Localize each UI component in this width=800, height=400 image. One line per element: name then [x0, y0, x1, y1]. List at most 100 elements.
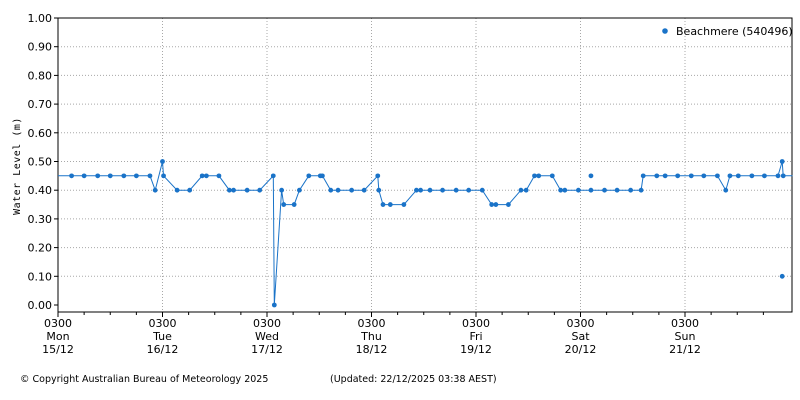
- data-point: [121, 173, 127, 179]
- data-point: [779, 159, 785, 164]
- data-point: [640, 173, 646, 179]
- data-point: [257, 187, 263, 193]
- data-point: [775, 173, 781, 179]
- data-point: [701, 173, 707, 179]
- x-tick-label: 0300: [567, 317, 595, 330]
- x-tick-label: 18/12: [356, 343, 388, 356]
- x-tick-label: 0300: [462, 317, 490, 330]
- plot-frame: [57, 17, 793, 313]
- data-point: [270, 173, 276, 179]
- data-point: [518, 187, 524, 193]
- y-tick-label: 0.10: [28, 270, 53, 283]
- x-tick-label: Thu: [360, 330, 382, 343]
- data-point: [588, 187, 594, 193]
- data-point: [380, 202, 386, 207]
- legend-label-beachmere: Beachmere (540496): [676, 25, 793, 38]
- x-tick-label: 17/12: [251, 343, 283, 356]
- data-point: [576, 187, 581, 193]
- x-tick-label: Fri: [469, 330, 482, 343]
- y-tick-label: 0.00: [28, 299, 53, 312]
- data-point: [414, 187, 419, 193]
- y-axis-label: Water Level (m): [12, 117, 23, 215]
- data-point: [291, 202, 297, 207]
- data-point: [375, 173, 381, 179]
- y-axis: 0.00 0.10 0.20 0.30 0.40 0.50 0.60 0.70 0.80 0.90…: [28, 12, 58, 312]
- x-tick-label: 0300: [149, 317, 177, 330]
- data-point: [688, 173, 694, 179]
- data-point: [675, 173, 681, 179]
- data-point: [714, 173, 720, 179]
- x-tick-label: Sat: [571, 330, 590, 343]
- data-point: [727, 173, 733, 179]
- data-point: [271, 302, 277, 308]
- data-point: [723, 187, 729, 193]
- data-point: [602, 187, 607, 193]
- x-tick-label: 0300: [671, 317, 699, 330]
- x-tick-label: 19/12: [460, 343, 492, 356]
- data-point: [749, 173, 755, 179]
- x-tick-label: Wed: [255, 330, 279, 343]
- x-tick-label: Tue: [152, 330, 172, 343]
- data-point: [279, 187, 285, 193]
- y-tick-label: 1.00: [28, 12, 53, 25]
- y-tick-label: 0.40: [28, 184, 53, 197]
- legend: Beachmere (540496): [662, 25, 793, 38]
- data-point: [735, 173, 741, 179]
- y-tick-label: 0.90: [28, 41, 53, 54]
- data-point: [440, 187, 445, 193]
- data-point: [466, 187, 472, 193]
- chart-grid: [58, 18, 792, 312]
- data-point: [281, 202, 287, 207]
- x-axis: 0300Mon15/120300Tue16/120300Wed17/120300…: [42, 312, 764, 356]
- data-point: [133, 173, 139, 179]
- data-point: [479, 187, 485, 193]
- data-point: [401, 202, 407, 207]
- data-point: [160, 159, 165, 164]
- data-point: [523, 187, 529, 193]
- data-point: [81, 173, 87, 179]
- data-point: [489, 202, 495, 207]
- data-point: [453, 187, 459, 193]
- y-tick-label: 0.60: [28, 127, 53, 140]
- data-point: [558, 187, 564, 193]
- data-point: [107, 173, 113, 179]
- data-point: [549, 173, 555, 179]
- data-point: [562, 187, 568, 193]
- data-point: [654, 173, 660, 179]
- x-tick-label: 0300: [253, 317, 281, 330]
- y-tick-label: 0.20: [28, 242, 53, 255]
- data-point: [161, 173, 166, 179]
- data-point: [174, 187, 180, 193]
- data-point: [762, 173, 767, 179]
- data-point: [387, 202, 393, 207]
- data-point: [147, 173, 153, 179]
- data-point: [226, 187, 232, 193]
- x-tick-label: 15/12: [42, 343, 74, 356]
- x-tick-label: 21/12: [669, 343, 701, 356]
- data-point: [532, 173, 537, 179]
- data-point: [493, 202, 499, 207]
- data-point: [95, 173, 101, 179]
- data-point: [349, 187, 355, 193]
- data-point-isolated: [588, 173, 594, 179]
- x-tick-label: Mon: [46, 330, 69, 343]
- x-tick-label: 0300: [358, 317, 386, 330]
- data-point: [361, 187, 367, 193]
- data-point: [216, 173, 222, 179]
- data-point: [638, 187, 644, 193]
- data-point: [231, 187, 236, 193]
- copyright-text: © Copyright Australian Bureau of Meteoro…: [20, 374, 269, 385]
- data-point: [199, 173, 205, 179]
- data-point: [662, 173, 668, 179]
- data-point: [296, 187, 302, 193]
- updated-timestamp: (Updated: 22/12/2025 03:38 AEST): [330, 374, 497, 385]
- data-point: [203, 173, 209, 179]
- data-point: [536, 173, 542, 179]
- x-tick-label: 16/12: [147, 343, 179, 356]
- data-point: [187, 187, 193, 193]
- y-tick-label: 0.50: [28, 156, 53, 169]
- data-point: [335, 187, 341, 193]
- data-point: [306, 173, 312, 179]
- data-point: [69, 173, 74, 179]
